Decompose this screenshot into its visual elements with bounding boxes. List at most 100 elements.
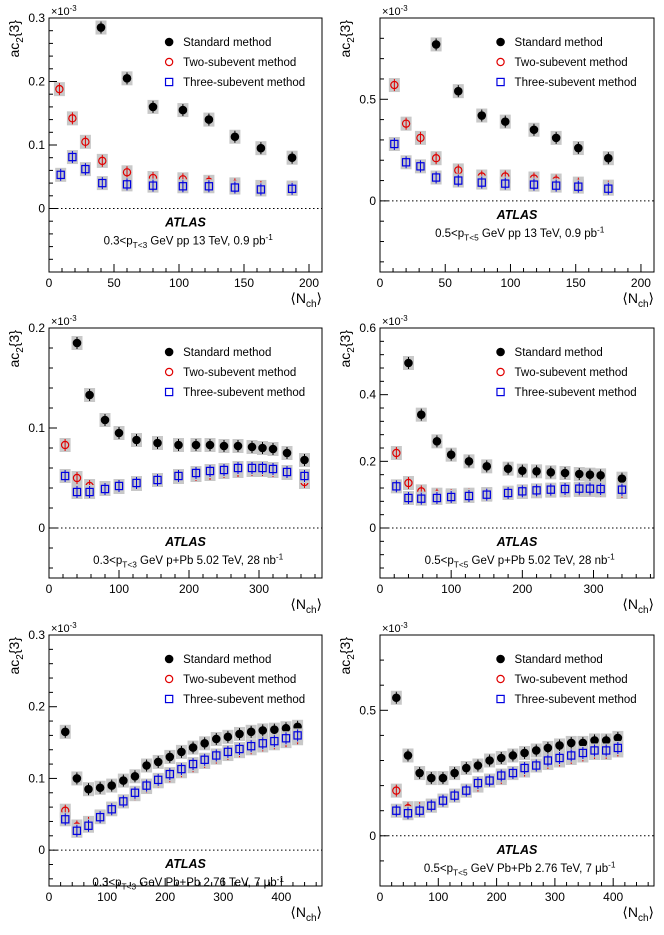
marker-filled-circle bbox=[427, 773, 436, 783]
marker-open-circle bbox=[164, 367, 174, 377]
data-point bbox=[141, 758, 153, 773]
legend-entry: Three-subevent method bbox=[164, 694, 305, 706]
data-point bbox=[484, 753, 496, 768]
data-point bbox=[199, 736, 211, 751]
marker-filled-circle bbox=[85, 390, 94, 400]
marker-open-square bbox=[464, 491, 474, 501]
data-point bbox=[94, 780, 106, 795]
marker-open-circle bbox=[164, 674, 174, 684]
plot-frame bbox=[379, 17, 655, 273]
data-point bbox=[550, 130, 562, 145]
marker-open-square bbox=[551, 181, 561, 190]
data-point bbox=[94, 810, 106, 825]
x-tick-label: 0 bbox=[46, 890, 53, 904]
data-point bbox=[476, 175, 488, 190]
data-point bbox=[199, 752, 211, 767]
data-point bbox=[152, 754, 164, 769]
marker-open-circle bbox=[496, 674, 505, 684]
data-point bbox=[449, 766, 461, 781]
marker-open-square bbox=[200, 755, 209, 764]
data-point bbox=[516, 484, 528, 499]
y-scale-label: ×10-3 bbox=[382, 621, 408, 635]
legend-text: Two-subevent method bbox=[515, 57, 628, 69]
marker-open-square bbox=[56, 170, 65, 180]
data-point bbox=[71, 771, 83, 786]
data-point bbox=[218, 439, 230, 453]
data-point bbox=[577, 745, 589, 760]
marker-filled-circle bbox=[590, 736, 599, 745]
legend-entry: Three-subevent method bbox=[496, 387, 637, 399]
data-point bbox=[584, 467, 596, 482]
marker-filled-circle bbox=[392, 693, 401, 703]
marker-open-square bbox=[546, 485, 556, 494]
marker-open-square bbox=[256, 185, 266, 194]
marker-filled-circle bbox=[416, 410, 426, 419]
marker-open-square bbox=[230, 183, 240, 192]
data-point bbox=[175, 762, 187, 777]
data-point bbox=[545, 482, 557, 497]
marker-filled-circle bbox=[518, 466, 527, 475]
marker-open-square bbox=[518, 487, 527, 496]
data-point bbox=[390, 803, 402, 818]
data-point bbox=[390, 479, 402, 494]
marker-open-circle bbox=[72, 473, 82, 483]
data-point bbox=[559, 466, 571, 480]
marker-open-square bbox=[247, 463, 257, 473]
y-tick-label: 0.2 bbox=[28, 75, 45, 89]
legend-text: Three-subevent method bbox=[183, 694, 305, 706]
marker-filled-circle bbox=[114, 428, 124, 438]
marker-open-square bbox=[401, 158, 411, 167]
marker-open-square bbox=[148, 181, 158, 190]
y-axis-title: ac2{3} bbox=[6, 330, 26, 368]
data-point bbox=[79, 162, 91, 177]
chart-panel-4: 0 100 200 300 0 0.2 0.4 0.6 ×10-3 ac2{3} ⟨Nch⟩ Stan… bbox=[337, 314, 655, 616]
marker-open-square bbox=[496, 694, 505, 704]
x-tick-label: 200 bbox=[179, 582, 199, 596]
data-point bbox=[414, 159, 426, 174]
y-tick-label: 0 bbox=[369, 521, 376, 535]
x-tick-label: 50 bbox=[439, 276, 453, 290]
legend-text: Two-subevent method bbox=[515, 674, 628, 686]
marker-filled-circle bbox=[200, 738, 209, 748]
marker-open-circle bbox=[60, 440, 70, 450]
marker-filled-circle bbox=[164, 347, 174, 357]
data-point bbox=[390, 783, 402, 798]
data-point bbox=[472, 776, 484, 791]
data-point bbox=[257, 441, 268, 455]
marker-open-square bbox=[613, 743, 623, 753]
x-tick-label: 300 bbox=[213, 890, 233, 904]
marker-open-square bbox=[246, 741, 256, 751]
data-point bbox=[516, 463, 528, 478]
data-point bbox=[121, 71, 133, 86]
data-point bbox=[204, 464, 216, 478]
data-point bbox=[589, 743, 601, 758]
data-point bbox=[173, 469, 184, 483]
marker-open-square bbox=[485, 776, 494, 785]
marker-open-square bbox=[462, 786, 471, 795]
data-point bbox=[542, 753, 554, 768]
marker-open-square bbox=[532, 761, 541, 770]
marker-filled-circle bbox=[281, 723, 291, 733]
data-point bbox=[152, 436, 163, 450]
marker-open-square bbox=[177, 764, 186, 774]
x-tick-label: 100 bbox=[97, 890, 117, 904]
marker-filled-circle bbox=[403, 751, 413, 760]
marker-open-square bbox=[520, 763, 529, 773]
data-point bbox=[79, 134, 91, 149]
marker-open-square bbox=[235, 744, 244, 754]
legend-entry: Standard method bbox=[496, 654, 603, 666]
data-point bbox=[141, 778, 153, 793]
data-point bbox=[565, 735, 577, 750]
data-point bbox=[530, 743, 542, 758]
series-three bbox=[390, 740, 624, 821]
y-tick-label: 0 bbox=[38, 843, 45, 857]
marker-open-square bbox=[72, 826, 82, 835]
y-axis-title: ac2{3} bbox=[337, 637, 357, 675]
chart-panel-3: 0 100 200 300 0 0.1 0.2 ×10-3 ac2{3} ⟨Nch⟩ Standar… bbox=[6, 314, 323, 616]
marker-filled-circle bbox=[188, 743, 198, 752]
marker-open-square bbox=[578, 748, 588, 758]
legend-text: Three-subevent method bbox=[515, 387, 637, 399]
data-point bbox=[495, 768, 507, 783]
data-point bbox=[232, 461, 244, 475]
marker-open-square bbox=[567, 751, 576, 760]
